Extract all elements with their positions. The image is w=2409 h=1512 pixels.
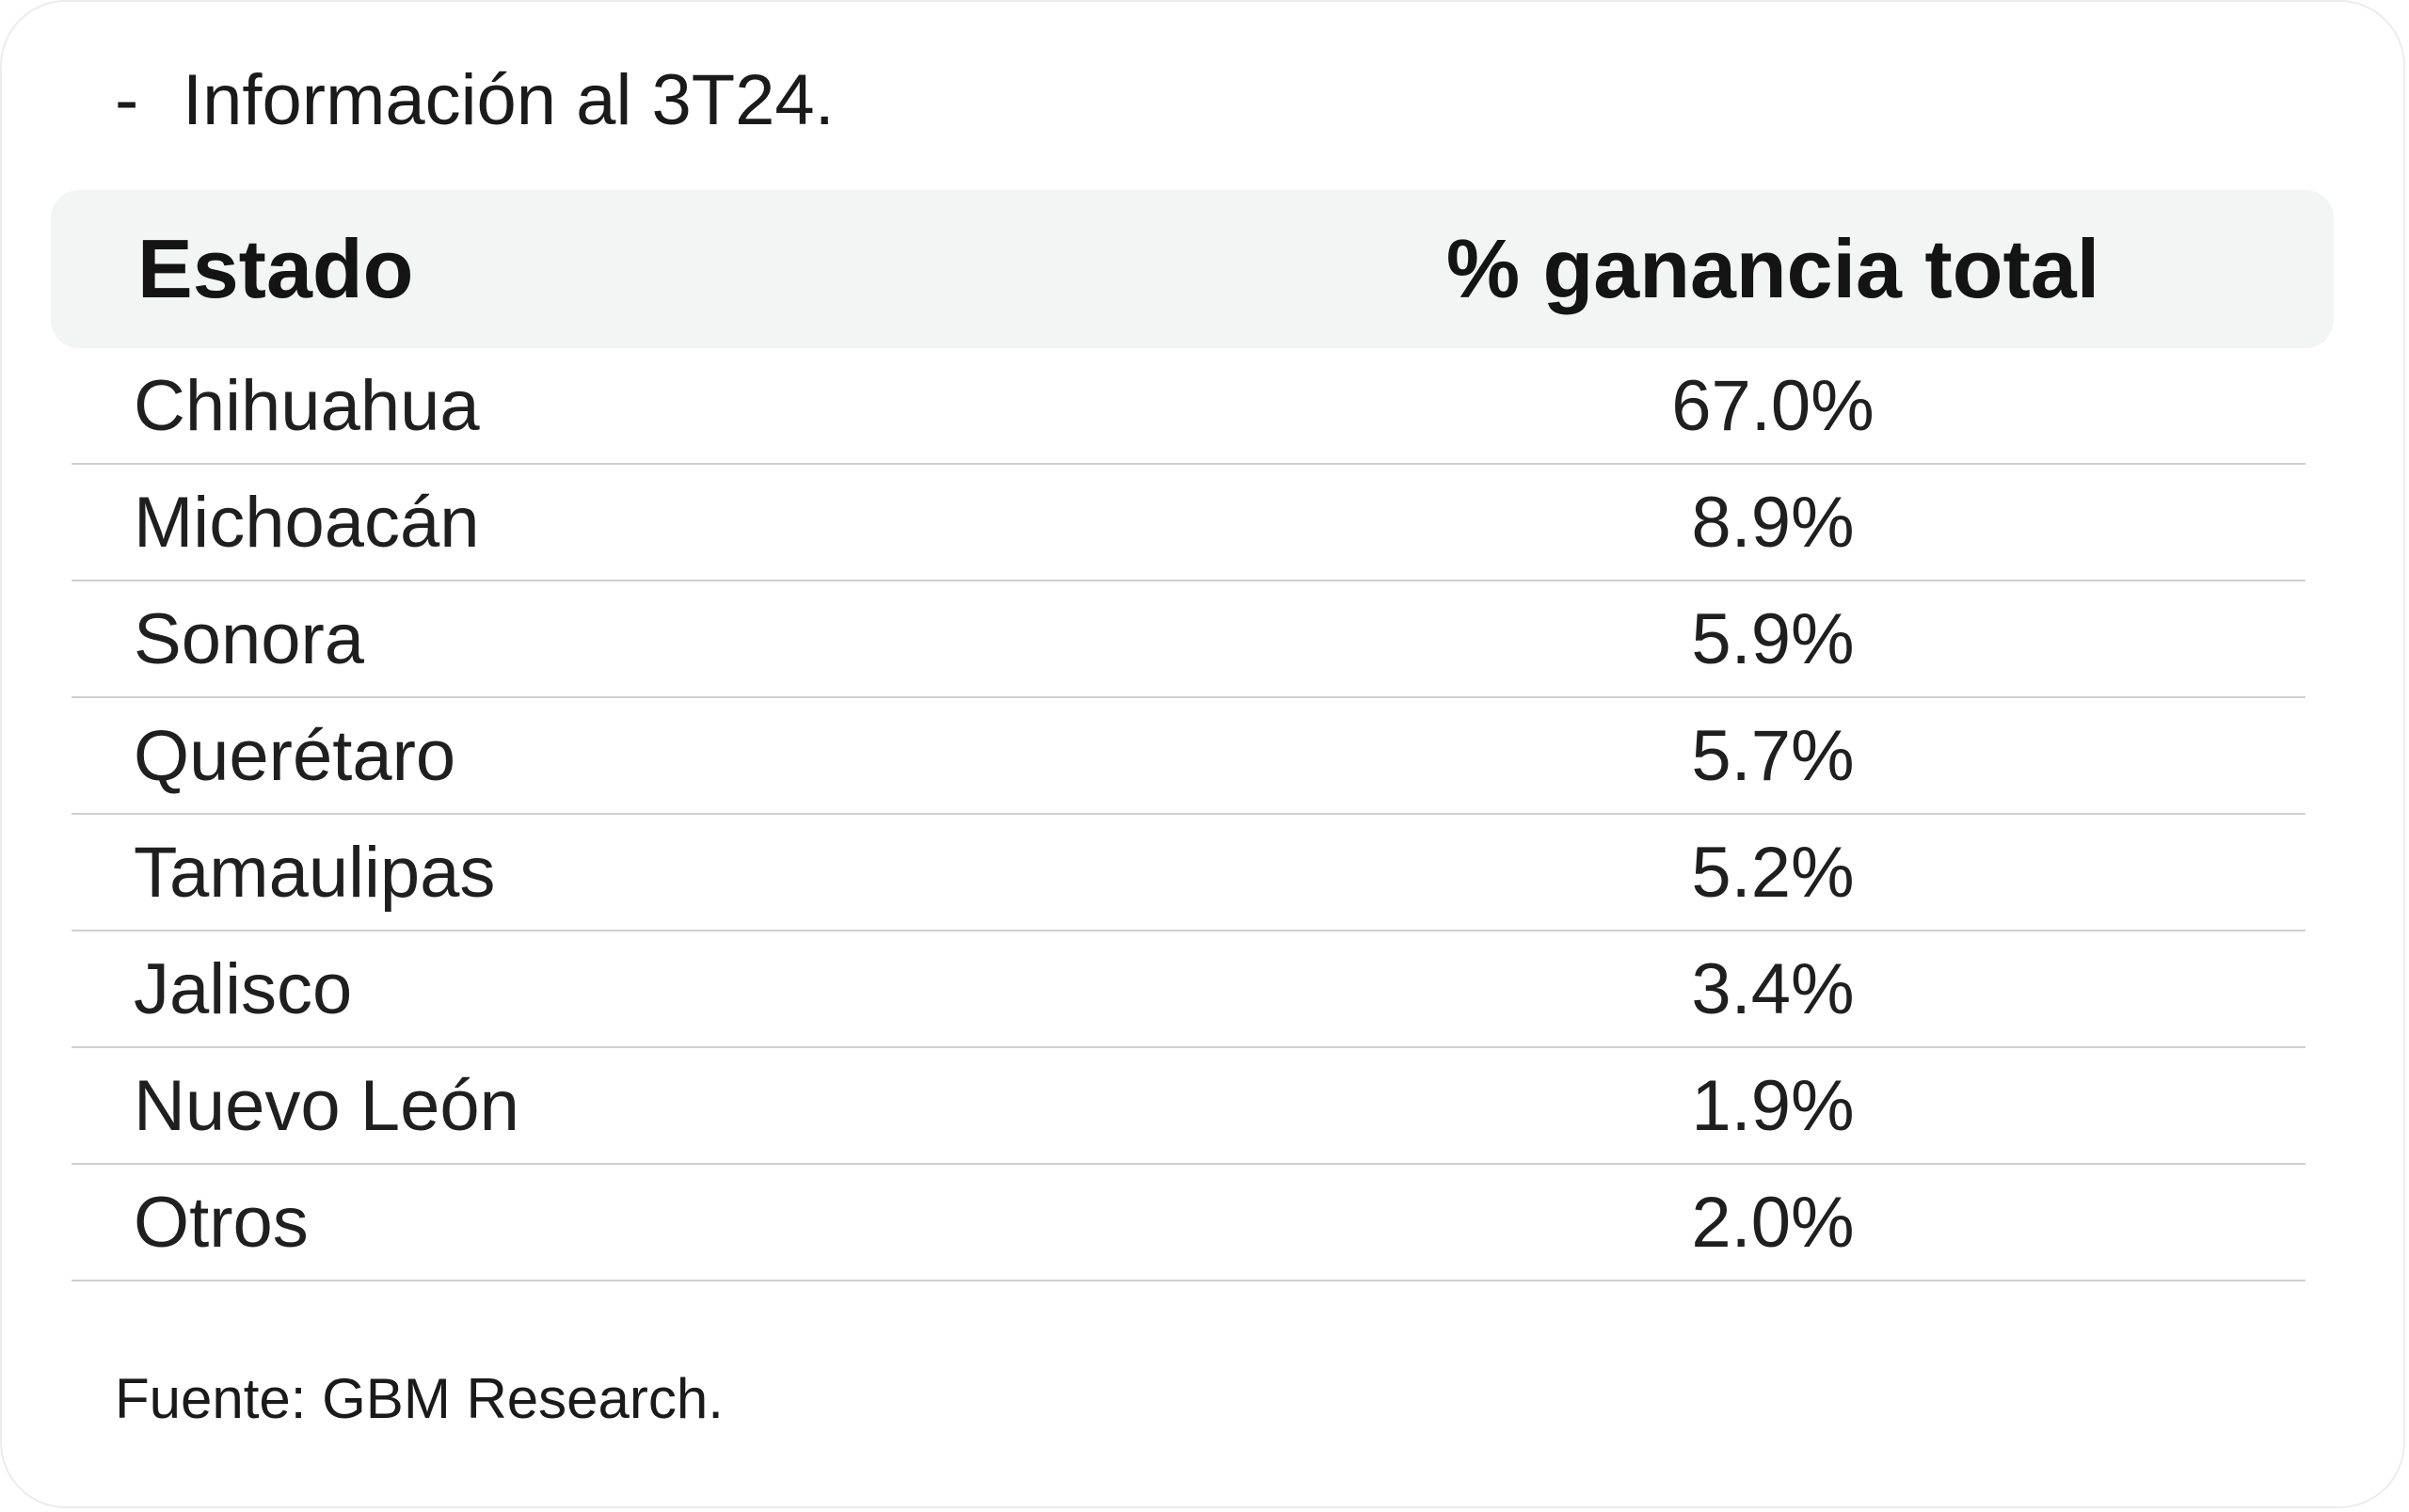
table-row: Tamaulipas 5.2% <box>72 815 2305 931</box>
table-row: Sonora 5.9% <box>72 581 2305 698</box>
table-row: Chihuahua 67.0% <box>72 348 2305 465</box>
row-state: Querétaro <box>134 716 456 796</box>
row-pct: 3.4% <box>1691 949 1855 1029</box>
row-state: Otros <box>134 1183 309 1263</box>
table-row: Otros 2.0% <box>72 1165 2305 1281</box>
row-pct: 2.0% <box>1691 1183 1855 1263</box>
row-pct: 8.9% <box>1691 483 1855 563</box>
row-pct: 67.0% <box>1671 366 1875 446</box>
row-pct: 5.7% <box>1691 716 1855 796</box>
table-body: Chihuahua 67.0% Michoacán 8.9% Sonora 5.… <box>72 348 2305 1281</box>
row-state: Tamaulipas <box>134 833 496 913</box>
table-header: Estado % ganancia total <box>51 190 2334 348</box>
note-text: Información al 3T24. <box>183 60 835 140</box>
table-row: Querétaro 5.7% <box>72 698 2305 815</box>
header-pct: % ganancia total <box>1445 222 2100 315</box>
row-state: Jalisco <box>134 949 353 1029</box>
row-pct: 1.9% <box>1691 1066 1855 1146</box>
row-state: Chihuahua <box>134 366 480 446</box>
row-pct: 5.2% <box>1691 833 1855 913</box>
note-dash: - <box>115 60 139 140</box>
source-note: Fuente: GBM Research. <box>115 1367 724 1430</box>
header-state: Estado <box>137 222 414 315</box>
row-state: Nuevo León <box>134 1066 519 1146</box>
table-row: Jalisco 3.4% <box>72 931 2305 1048</box>
row-pct: 5.9% <box>1691 599 1855 679</box>
table-row: Nuevo León 1.9% <box>72 1048 2305 1165</box>
table-row: Michoacán 8.9% <box>72 465 2305 581</box>
row-state: Sonora <box>134 599 365 679</box>
info-note: - Información al 3T24. <box>115 54 835 148</box>
row-state: Michoacán <box>134 483 480 563</box>
